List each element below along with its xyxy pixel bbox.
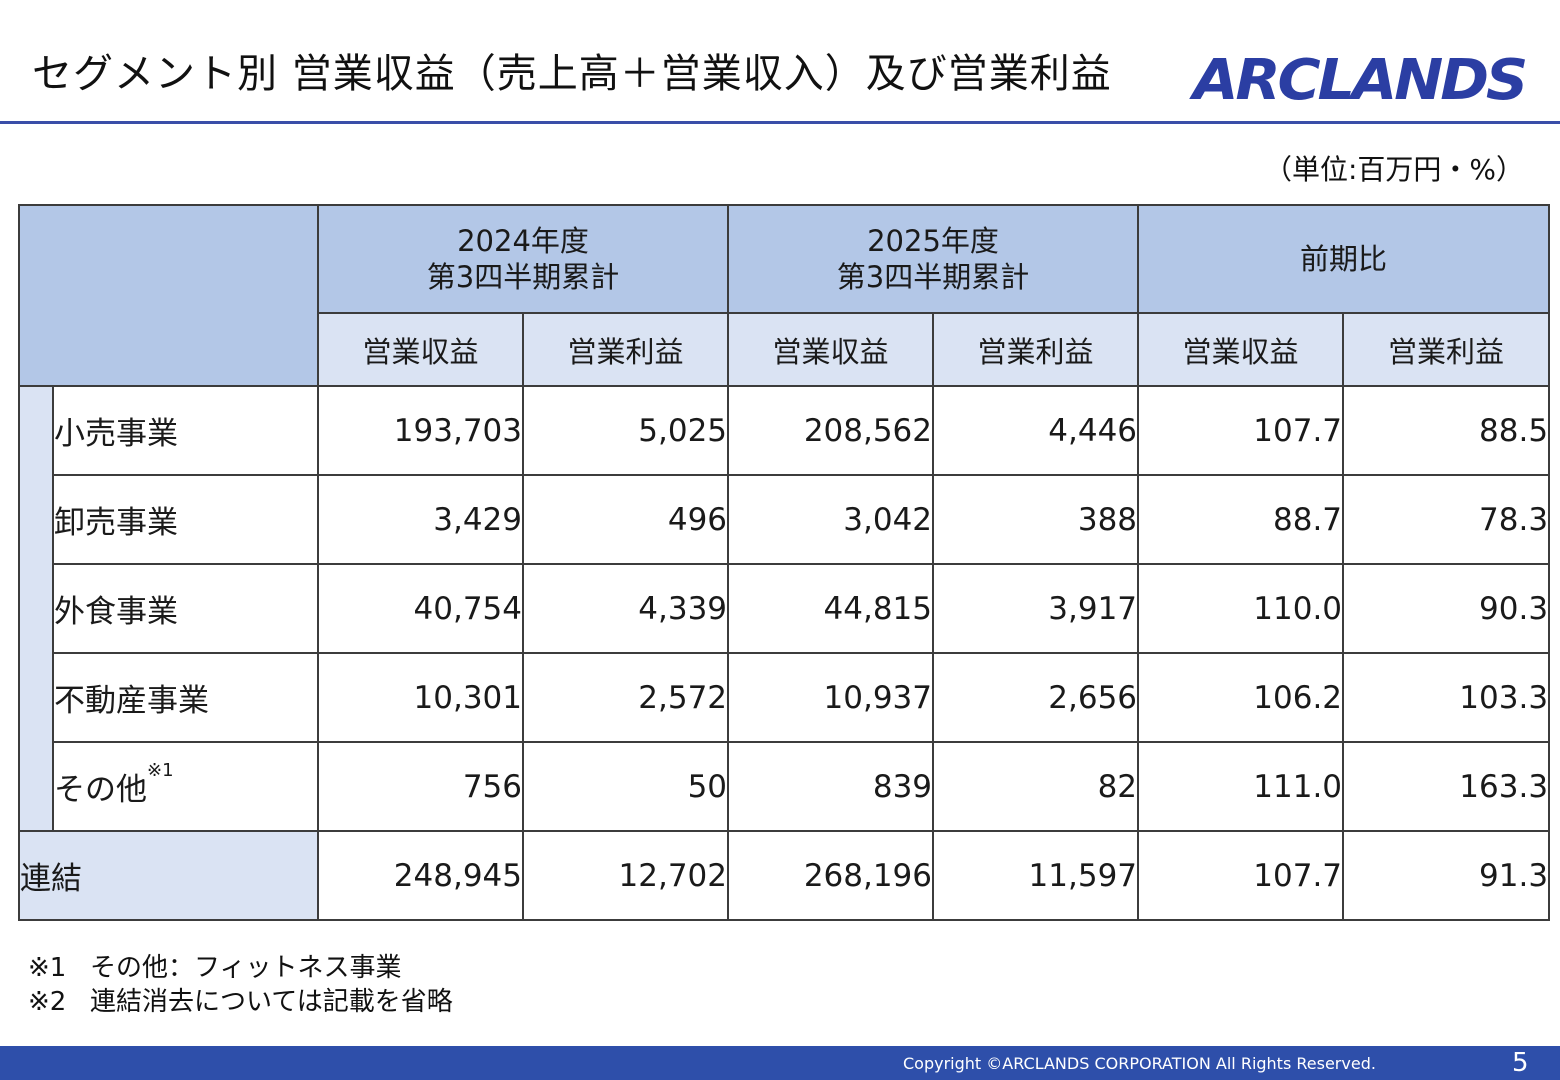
table-row: その他※1 756 50 839 82 111.0 163.3 — [19, 741, 1551, 832]
value-cell: 91.3 — [1342, 830, 1551, 921]
footnotes: ※1 その他：フィットネス事業 ※2 連結消去については記載を省略 — [28, 951, 453, 1019]
value-cell: 82 — [932, 741, 1140, 832]
value-cell: 839 — [727, 741, 935, 832]
table-row: 卸売事業 3,429 496 3,042 388 88.7 78.3 — [19, 474, 1551, 565]
period-year: 2025年度 — [867, 224, 999, 258]
period-header-2025: 2025年度 第3四半期累計 — [727, 204, 1140, 314]
table-row: 不動産事業 10,301 2,572 10,937 2,656 106.2 10… — [19, 652, 1551, 743]
segment-group-stripe — [18, 385, 54, 832]
period-range: 第3四半期累計 — [836, 260, 1030, 294]
value-cell: 106.2 — [1137, 652, 1345, 743]
subheader-profit: 営業利益 — [1342, 312, 1551, 387]
footer-bar — [0, 1046, 1560, 1080]
value-cell: 163.3 — [1342, 741, 1551, 832]
value-cell: 107.7 — [1137, 830, 1345, 921]
value-cell: 193,703 — [317, 385, 524, 476]
period-label: 前期比 — [1300, 242, 1388, 276]
value-cell: 11,597 — [932, 830, 1140, 921]
segment-label: 外食事業 — [52, 563, 319, 654]
footnote-item: ※1 その他：フィットネス事業 — [28, 951, 453, 985]
period-range: 第3四半期累計 — [426, 260, 620, 294]
value-cell: 90.3 — [1342, 563, 1551, 654]
value-cell: 40,754 — [317, 563, 524, 654]
segment-label: その他※1 — [52, 741, 319, 832]
arclands-logo: ARCLANDS — [1193, 48, 1528, 113]
period-header-2024: 2024年度 第3四半期累計 — [316, 204, 730, 314]
subheader-revenue: 営業収益 — [1137, 312, 1345, 387]
page-number: 5 — [1512, 1048, 1529, 1078]
value-cell: 12,702 — [521, 830, 730, 921]
footnote-item: ※2 連結消去については記載を省略 — [28, 985, 453, 1019]
value-cell: 78.3 — [1342, 474, 1551, 565]
value-cell: 10,301 — [317, 652, 524, 743]
subheader-revenue: 営業収益 — [317, 312, 524, 387]
value-cell: 107.7 — [1137, 385, 1345, 476]
footnote-text: 連結消去については記載を省略 — [90, 987, 453, 1017]
title-divider — [0, 121, 1560, 124]
value-cell: 10,937 — [727, 652, 935, 743]
value-cell: 268,196 — [727, 830, 935, 921]
table-row: 外食事業 40,754 4,339 44,815 3,917 110.0 90.… — [19, 563, 1551, 654]
footnote-mark: ※1 — [28, 953, 67, 983]
value-cell: 388 — [932, 474, 1140, 565]
value-cell: 2,572 — [521, 652, 730, 743]
value-cell: 756 — [317, 741, 524, 832]
value-cell: 4,339 — [521, 563, 730, 654]
segment-table: 2024年度 第3四半期累計 2025年度 第3四半期累計 前期比 営業収益 営… — [18, 204, 1551, 921]
subheader-profit: 営業利益 — [932, 312, 1140, 387]
value-cell: 88.7 — [1137, 474, 1345, 565]
footnote-marker: ※1 — [147, 760, 174, 781]
value-cell: 496 — [521, 474, 730, 565]
footnote-text: その他：フィットネス事業 — [90, 953, 402, 983]
value-cell: 88.5 — [1342, 385, 1551, 476]
value-cell: 103.3 — [1342, 652, 1551, 743]
value-cell: 5,025 — [521, 385, 730, 476]
total-label: 連結 — [18, 830, 319, 921]
page-title: セグメント別 営業収益（売上高＋営業収入）及び営業利益 — [32, 51, 1112, 97]
value-cell: 3,917 — [932, 563, 1140, 654]
value-cell: 4,446 — [932, 385, 1140, 476]
subheader-revenue: 営業収益 — [727, 312, 935, 387]
value-cell: 208,562 — [727, 385, 935, 476]
value-cell: 3,429 — [317, 474, 524, 565]
unit-note: （単位:百万円・%） — [1263, 153, 1524, 186]
segment-label: 小売事業 — [52, 385, 319, 476]
value-cell: 2,656 — [932, 652, 1140, 743]
value-cell: 248,945 — [317, 830, 524, 921]
subheader-profit: 営業利益 — [521, 312, 730, 387]
segment-label: 不動産事業 — [52, 652, 319, 743]
value-cell: 111.0 — [1137, 741, 1345, 832]
value-cell: 50 — [521, 741, 730, 832]
footnote-mark: ※2 — [28, 987, 67, 1017]
value-cell: 3,042 — [727, 474, 935, 565]
value-cell: 110.0 — [1137, 563, 1345, 654]
copyright-text: Copyright ©ARCLANDS CORPORATION All Righ… — [903, 1054, 1376, 1073]
table-row: 小売事業 193,703 5,025 208,562 4,446 107.7 8… — [18, 385, 1551, 832]
value-cell: 44,815 — [727, 563, 935, 654]
period-year: 2024年度 — [457, 224, 589, 258]
period-header-yoy: 前期比 — [1137, 204, 1551, 314]
table-corner-cell — [18, 204, 319, 387]
segment-label: 卸売事業 — [52, 474, 319, 565]
total-row: 連結 248,945 12,702 268,196 11,597 107.7 9… — [18, 830, 1551, 921]
